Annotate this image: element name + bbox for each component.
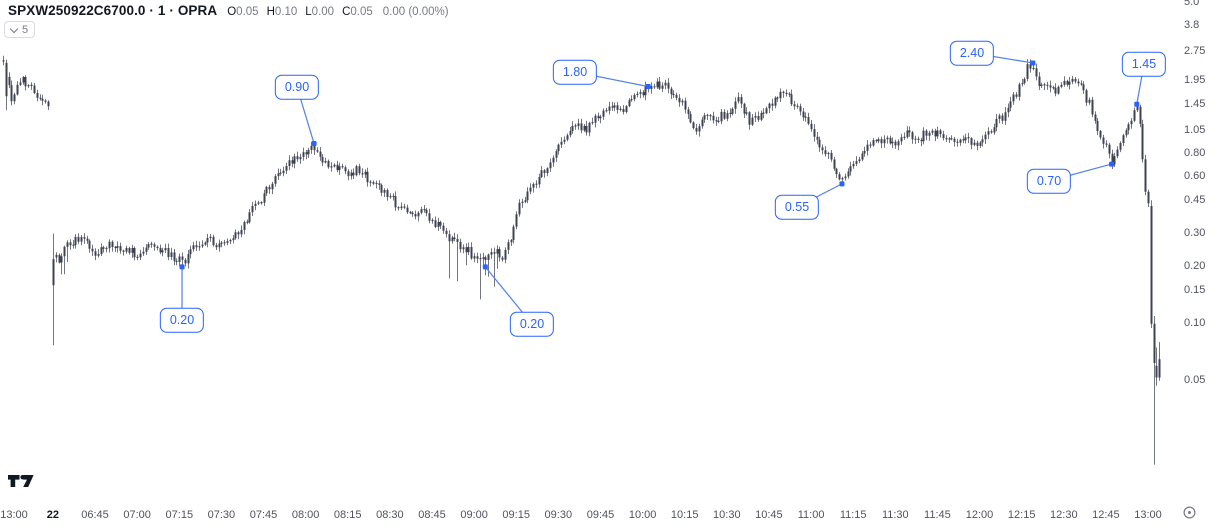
callout-anchor-dot[interactable] [1109, 161, 1115, 167]
price-axis-label: 5.0 [1184, 0, 1200, 9]
tradingview-logo[interactable] [8, 474, 34, 489]
hidden-indicators-count: 5 [22, 23, 29, 36]
time-axis-label: 06:45 [81, 509, 109, 521]
time-axis-label: 10:15 [670, 509, 699, 521]
callout-anchor-dot[interactable] [645, 84, 651, 90]
time-axis-day-label: 22 [46, 509, 60, 521]
time-axis-label: 10:45 [755, 509, 783, 521]
change-value: 0.00 (0.00%) [382, 6, 449, 18]
price-axis-label: 0.30 [1184, 227, 1206, 240]
open-value: O0.05 [227, 6, 259, 18]
price-callout-label[interactable]: 0.55 [774, 194, 820, 220]
callout-anchor-dot[interactable] [311, 140, 317, 146]
price-callout-label[interactable]: 2.40 [949, 40, 995, 66]
time-scale[interactable]: 13:00 22 06:45 07:00 07:15 07:30 07:45 08:00 08:… [0, 503, 1228, 526]
interval-label: 1 [157, 3, 166, 18]
legend-separator: · [149, 3, 155, 18]
price-axis-label: 3.8 [1184, 18, 1200, 31]
close-value: C0.05 [342, 6, 373, 18]
price-axis-label: 0.60 [1184, 170, 1206, 183]
time-axis-label: 12:45 [1092, 509, 1120, 521]
price-axis-label: 0.45 [1184, 193, 1206, 206]
high-value: H0.10 [266, 6, 298, 18]
price-axis-label: 0.15 [1184, 284, 1206, 296]
time-axis-label: 13:00 [1134, 509, 1162, 521]
price-axis-label: 1.45 [1184, 97, 1206, 110]
time-axis-label: 07:00 [123, 509, 151, 521]
time-axis-label: 09:45 [586, 509, 615, 521]
time-axis-label: 10:30 [713, 509, 741, 521]
callout-anchor-dot[interactable] [179, 264, 185, 270]
price-callout-label[interactable]: 0.20 [159, 307, 205, 333]
chevron-down-icon [9, 24, 19, 33]
price-callout-label[interactable]: 0.90 [274, 74, 320, 100]
time-axis-label: 09:00 [460, 509, 488, 521]
price-axis-label: 0.10 [1184, 317, 1206, 330]
time-axis-label: 13:00 [0, 509, 28, 521]
callout-anchor-dot[interactable] [482, 264, 488, 270]
time-axis-label: 10:00 [628, 509, 657, 521]
time-axis-label: 08:15 [333, 509, 362, 521]
callout-anchor-dot[interactable] [1134, 101, 1140, 107]
callout-anchor-dot[interactable] [1030, 60, 1036, 66]
price-axis-label: 0.80 [1184, 146, 1206, 159]
price-callout-label[interactable]: 0.20 [509, 311, 555, 337]
time-axis-label: 07:30 [207, 509, 236, 521]
candle-wicks [3, 55, 1160, 465]
symbol-title[interactable]: SPXW250922C6700.0 · 1 · OPRA [8, 3, 217, 18]
price-axis-label: 0.05 [1184, 374, 1206, 387]
time-axis-label: 08:45 [418, 509, 446, 521]
ohlc-values: O0.05 H0.10 L0.00 C0.05 [227, 6, 373, 18]
time-axis-label: 12:15 [1007, 509, 1036, 521]
low-value: L0.00 [305, 6, 335, 18]
time-axis-label: 11:00 [797, 509, 825, 521]
time-axis-label: 09:30 [544, 509, 573, 521]
chart-legend[interactable]: SPXW250922C6700.0 · 1 · OPRA O0.05 H0.10… [8, 3, 449, 18]
hidden-indicators-button[interactable]: 5 [4, 21, 36, 38]
time-axis-label: 08:30 [376, 509, 404, 521]
exchange-label: OPRA [177, 3, 218, 18]
callout-anchor-dot[interactable] [839, 181, 845, 187]
price-axis-label: 1.95 [1184, 73, 1206, 86]
legend-separator: · [169, 3, 174, 18]
time-axis-label: 08:00 [291, 509, 320, 521]
price-axis-label: 0.20 [1184, 260, 1206, 273]
time-axis-label: 11:45 [924, 509, 951, 521]
time-axis-label: 09:15 [502, 509, 530, 521]
time-axis-label: 07:45 [249, 509, 278, 521]
candle-bodies [2, 60, 1161, 378]
price-callout-label[interactable]: 0.70 [1026, 168, 1072, 194]
price-scale[interactable]: 5.0 3.8 2.75 1.95 1.45 1.05 0.80 0.60 0.45 0.30 0.… [1170, 0, 1228, 500]
time-axis-label: 12:00 [965, 509, 994, 521]
timezone-clock-icon[interactable] [1182, 505, 1197, 520]
price-callout-label[interactable]: 1.80 [552, 59, 598, 85]
time-axis-label: 11:30 [881, 509, 909, 521]
price-callout-label[interactable]: 1.45 [1121, 51, 1167, 77]
time-axis-label: 11:15 [839, 509, 867, 521]
time-axis-label: 07:15 [165, 509, 194, 521]
price-axis-label: 1.05 [1184, 124, 1206, 137]
symbol-name: SPXW250922C6700.0 [8, 3, 146, 18]
price-axis-label: 2.75 [1184, 45, 1206, 58]
time-axis-label: 12:30 [1050, 509, 1078, 521]
